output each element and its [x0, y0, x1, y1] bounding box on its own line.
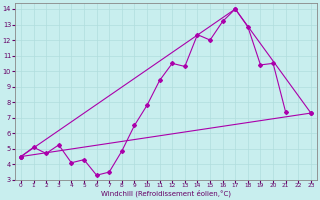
X-axis label: Windchill (Refroidissement éolien,°C): Windchill (Refroidissement éolien,°C) [101, 190, 231, 197]
